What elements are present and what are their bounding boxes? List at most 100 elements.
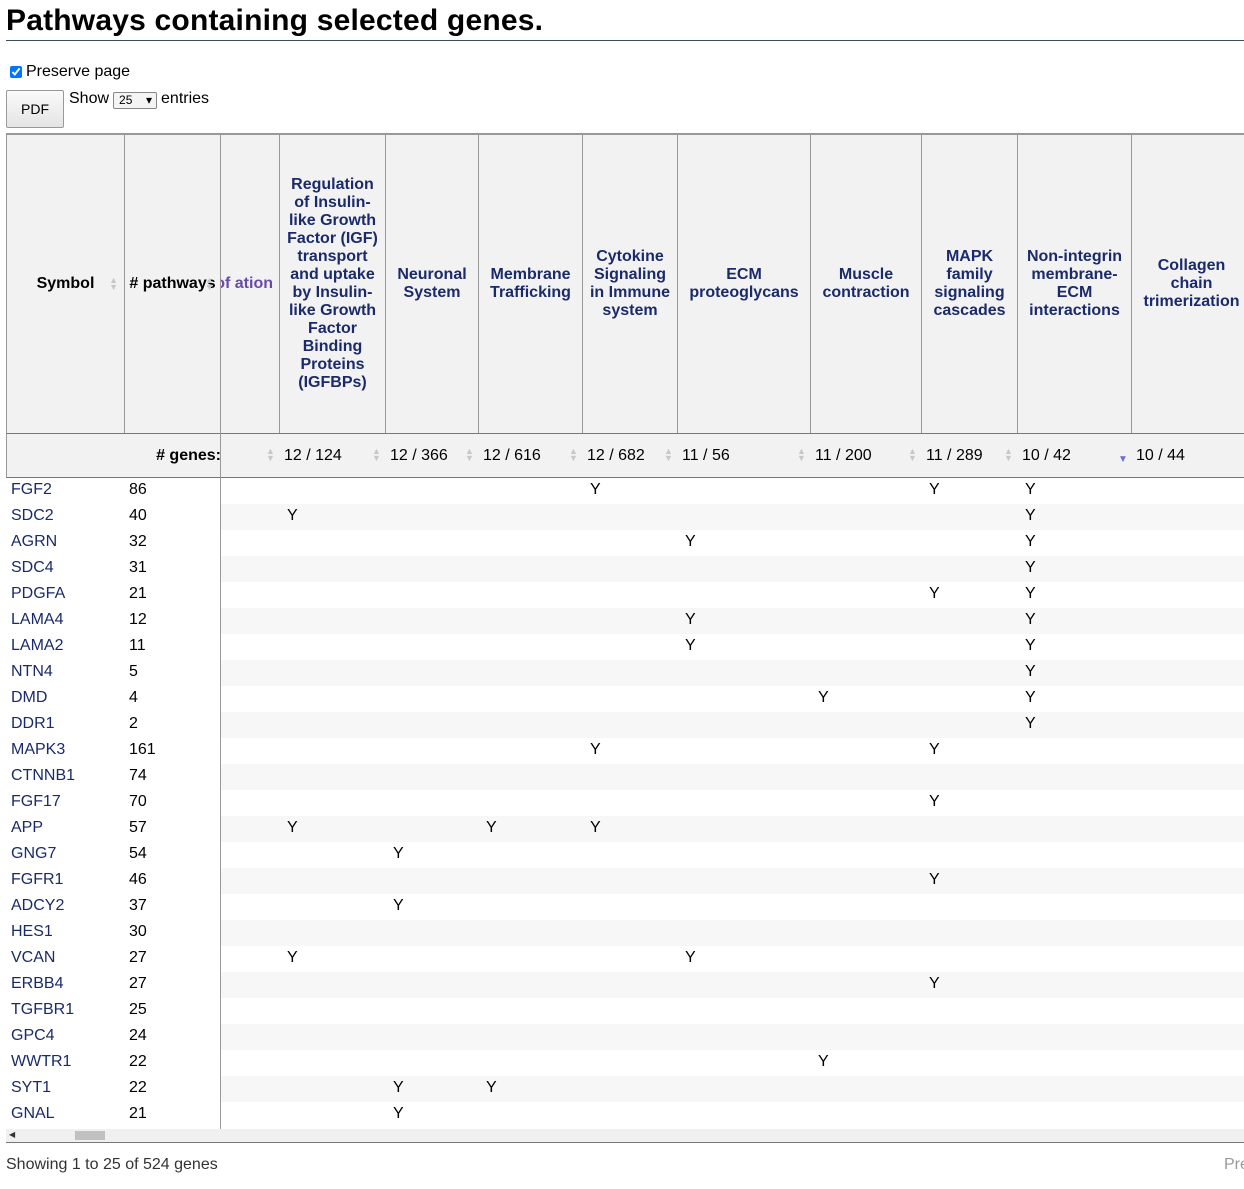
gene-symbol-link[interactable]: LAMA2 bbox=[11, 637, 64, 654]
fixed-cell-bg bbox=[6, 738, 220, 764]
sort-icon[interactable]: ▲ ▼ bbox=[797, 446, 806, 463]
fixed-cell-bg bbox=[6, 790, 220, 816]
preserve-page-toggle[interactable]: Preserve page bbox=[9, 63, 130, 81]
gene-symbol-link[interactable]: AGRN bbox=[11, 533, 58, 550]
pathway-column-header[interactable]: ECM proteoglycans bbox=[678, 135, 811, 433]
membership-mark: Y bbox=[393, 1105, 404, 1122]
gene-count-cell: 11 / 289 bbox=[926, 446, 983, 464]
gene-symbol-link[interactable]: PDGFA bbox=[11, 585, 66, 602]
table-row: FGF2 86 Y Y Y bbox=[6, 478, 1244, 504]
gene-symbol-link[interactable]: SYT1 bbox=[11, 1079, 52, 1096]
pathway-column-header[interactable]: Collagen chain trimerization bbox=[1132, 135, 1244, 433]
sort-icon[interactable]: ▲ ▼ bbox=[1004, 446, 1013, 463]
gene-symbol-link[interactable]: DDR1 bbox=[11, 715, 55, 732]
fixed-cell-bg bbox=[6, 582, 220, 608]
sort-icon[interactable]: ▲ ▼ bbox=[266, 446, 275, 463]
table-row: APP 57 Y Y Y bbox=[6, 816, 1244, 842]
sort-icon[interactable]: ▲ ▼ bbox=[372, 446, 381, 463]
pdf-button[interactable]: PDF bbox=[6, 90, 64, 128]
pathway-column-header[interactable]: Membrane Trafficking bbox=[479, 135, 583, 433]
gene-symbol-link[interactable]: APP bbox=[11, 819, 44, 836]
pathway-count: 54 bbox=[129, 845, 147, 862]
pathway-count: 11 bbox=[129, 637, 146, 654]
sort-icon[interactable]: ▲ ▼ bbox=[664, 446, 673, 463]
table-row: GNAL 21 Y bbox=[6, 1102, 1244, 1128]
gene-symbol-link[interactable]: SDC2 bbox=[11, 507, 54, 524]
membership-mark: Y bbox=[1025, 559, 1036, 576]
fixed-cell-bg bbox=[6, 1076, 220, 1102]
pathway-column-header[interactable]: Cytokine Signaling in Immune system bbox=[583, 135, 678, 433]
pathway-count: 24 bbox=[129, 1027, 147, 1044]
membership-mark: Y bbox=[287, 949, 298, 966]
table-row: AGRN 32 Y Y bbox=[6, 530, 1244, 556]
pathway-column-header[interactable]: Regulation of Insulin-like Growth Factor… bbox=[280, 135, 386, 433]
gene-symbol-link[interactable]: MAPK3 bbox=[11, 741, 66, 758]
pathway-count: 22 bbox=[129, 1053, 147, 1070]
membership-mark: Y bbox=[929, 871, 940, 888]
sort-descending-icon[interactable]: ▼ bbox=[1118, 454, 1128, 465]
gene-symbol-link[interactable]: ERBB4 bbox=[11, 975, 64, 992]
gene-symbol-link[interactable]: TGFBR1 bbox=[11, 1001, 75, 1018]
pathway-count: 30 bbox=[129, 923, 147, 940]
gene-symbol-link[interactable]: LAMA4 bbox=[11, 611, 64, 628]
table-row: LAMA2 11 Y Y bbox=[6, 634, 1244, 660]
gene-symbol-link[interactable]: HES1 bbox=[11, 923, 53, 940]
horizontal-scrollbar[interactable]: ◀ bbox=[6, 1129, 1244, 1143]
gene-symbol-link[interactable]: WWTR1 bbox=[11, 1053, 72, 1070]
pathway-count: 25 bbox=[129, 1001, 147, 1018]
gene-symbol-link[interactable]: FGF2 bbox=[11, 481, 52, 498]
gene-count-cell: 11 / 200 bbox=[815, 446, 872, 464]
pathway-count: 46 bbox=[129, 871, 147, 888]
gene-count-cell: 12 / 616 bbox=[483, 446, 541, 464]
gene-symbol-link[interactable]: GNG7 bbox=[11, 845, 57, 862]
membership-mark: Y bbox=[685, 637, 696, 654]
pathway-column-header[interactable]: Non-integrin membrane-ECM interactions bbox=[1018, 135, 1132, 433]
pathway-column-header[interactable]: es of ation bbox=[221, 135, 280, 433]
pathway-column-header[interactable]: Neuronal System bbox=[386, 135, 479, 433]
fixed-cell-bg bbox=[6, 946, 220, 972]
table-info: Showing 1 to 25 of 524 genes bbox=[6, 1156, 218, 1173]
gene-symbol-link[interactable]: ADCY2 bbox=[11, 897, 65, 914]
table-row: PDGFA 21 Y Y bbox=[6, 582, 1244, 608]
fixed-cell-bg bbox=[6, 660, 220, 686]
pathway-column-label: Cytokine Signaling in Immune system bbox=[589, 248, 670, 319]
sort-icon: ▲ ▼ bbox=[109, 275, 118, 292]
scroll-left-icon[interactable]: ◀ bbox=[9, 1130, 16, 1139]
previous-page-link[interactable]: Pre bbox=[1224, 1156, 1244, 1173]
gene-symbol-link[interactable]: NTN4 bbox=[11, 663, 53, 680]
pathways-column-header[interactable]: # pathways ▲ ▼ bbox=[125, 135, 221, 433]
sort-icon[interactable]: ▲ ▼ bbox=[569, 446, 578, 463]
membership-mark: Y bbox=[1025, 481, 1036, 498]
gene-symbol-link[interactable]: FGFR1 bbox=[11, 871, 64, 888]
table-row: SYT1 22 Y Y bbox=[6, 1076, 1244, 1102]
gene-count-row: # genes: ▲ ▼ 12 / 124 ▲ ▼ 12 / 366 ▲ ▼ 12 / 616 ▲… bbox=[6, 433, 1244, 478]
pathway-column-label: Non-integrin membrane-ECM interactions bbox=[1026, 248, 1123, 319]
membership-mark: Y bbox=[393, 897, 404, 914]
fixed-cell-bg bbox=[6, 634, 220, 660]
pathway-count: 27 bbox=[129, 949, 147, 966]
fixed-cell-bg bbox=[6, 1050, 220, 1076]
gene-symbol-link[interactable]: CTNNB1 bbox=[11, 767, 76, 784]
table-row: NTN4 5 Y bbox=[6, 660, 1244, 686]
gene-count-cell: 10 / 44 bbox=[1136, 446, 1185, 464]
sort-icon[interactable]: ▲ ▼ bbox=[908, 446, 917, 463]
gene-symbol-link[interactable]: SDC4 bbox=[11, 559, 54, 576]
gene-symbol-link[interactable]: VCAN bbox=[11, 949, 56, 966]
pathway-count: 37 bbox=[129, 897, 147, 914]
sort-icon: ▲ ▼ bbox=[205, 275, 214, 292]
pathway-column-label: Membrane Trafficking bbox=[490, 266, 571, 301]
gene-symbol-link[interactable]: GPC4 bbox=[11, 1027, 55, 1044]
symbol-column-header[interactable]: Symbol ▲ ▼ bbox=[7, 135, 125, 433]
membership-mark: Y bbox=[393, 845, 404, 862]
table-row: SDC4 31 Y bbox=[6, 556, 1244, 582]
scrollbar-thumb[interactable] bbox=[75, 1131, 105, 1140]
membership-mark: Y bbox=[685, 949, 696, 966]
gene-symbol-link[interactable]: DMD bbox=[11, 689, 48, 706]
sort-icon[interactable]: ▲ ▼ bbox=[465, 446, 474, 463]
preserve-page-checkbox[interactable] bbox=[10, 66, 22, 78]
pathway-column-header[interactable]: Muscle contraction bbox=[811, 135, 922, 433]
gene-symbol-link[interactable]: GNAL bbox=[11, 1105, 55, 1122]
gene-symbol-link[interactable]: FGF17 bbox=[11, 793, 61, 810]
pathway-column-header[interactable]: MAPK family signaling cascades bbox=[922, 135, 1018, 433]
page-length-select[interactable]: 25 bbox=[113, 91, 158, 109]
